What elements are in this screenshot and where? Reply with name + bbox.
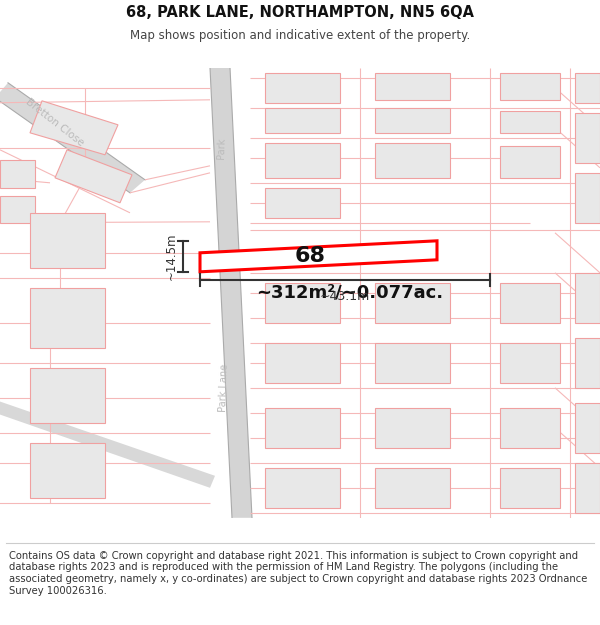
Text: Bretton Close: Bretton Close bbox=[24, 97, 86, 149]
Polygon shape bbox=[0, 400, 215, 488]
Text: ~43.1m: ~43.1m bbox=[320, 290, 370, 302]
Bar bbox=[500, 111, 560, 132]
Text: Park: Park bbox=[215, 137, 226, 159]
Bar bbox=[265, 142, 340, 177]
Bar bbox=[575, 402, 600, 452]
Polygon shape bbox=[55, 150, 132, 202]
Bar bbox=[265, 107, 340, 132]
Polygon shape bbox=[0, 82, 145, 192]
Polygon shape bbox=[210, 68, 252, 518]
Bar bbox=[265, 468, 340, 508]
Bar bbox=[375, 107, 450, 132]
Text: 68: 68 bbox=[295, 246, 325, 266]
Bar bbox=[375, 142, 450, 177]
Text: Contains OS data © Crown copyright and database right 2021. This information is : Contains OS data © Crown copyright and d… bbox=[9, 551, 587, 596]
Bar bbox=[575, 173, 600, 222]
Bar bbox=[375, 72, 450, 100]
Bar bbox=[500, 72, 560, 100]
Text: ~312m²/~0.077ac.: ~312m²/~0.077ac. bbox=[256, 284, 443, 302]
Bar bbox=[265, 408, 340, 447]
Bar bbox=[30, 368, 105, 423]
Bar bbox=[375, 468, 450, 508]
Bar bbox=[575, 462, 600, 512]
Bar bbox=[265, 282, 340, 322]
Bar bbox=[500, 408, 560, 447]
Bar bbox=[575, 272, 600, 322]
Bar bbox=[30, 213, 105, 268]
Text: ~14.5m: ~14.5m bbox=[165, 232, 178, 280]
Bar bbox=[265, 342, 340, 382]
Bar bbox=[575, 338, 600, 388]
Text: Map shows position and indicative extent of the property.: Map shows position and indicative extent… bbox=[130, 29, 470, 42]
Text: 68, PARK LANE, NORTHAMPTON, NN5 6QA: 68, PARK LANE, NORTHAMPTON, NN5 6QA bbox=[126, 5, 474, 20]
Text: Park Lane: Park Lane bbox=[218, 364, 230, 412]
Polygon shape bbox=[200, 241, 437, 272]
Bar bbox=[30, 288, 105, 348]
Bar bbox=[30, 442, 105, 498]
Bar bbox=[375, 342, 450, 382]
Polygon shape bbox=[30, 101, 118, 155]
Bar bbox=[500, 468, 560, 508]
Bar bbox=[375, 408, 450, 447]
Bar bbox=[265, 188, 340, 218]
Bar bbox=[265, 72, 340, 102]
Bar bbox=[500, 282, 560, 322]
Bar bbox=[0, 160, 35, 188]
Bar bbox=[575, 112, 600, 162]
Bar bbox=[375, 282, 450, 322]
Bar bbox=[0, 196, 35, 222]
Bar bbox=[500, 342, 560, 382]
Bar bbox=[500, 146, 560, 177]
Bar bbox=[575, 72, 600, 102]
